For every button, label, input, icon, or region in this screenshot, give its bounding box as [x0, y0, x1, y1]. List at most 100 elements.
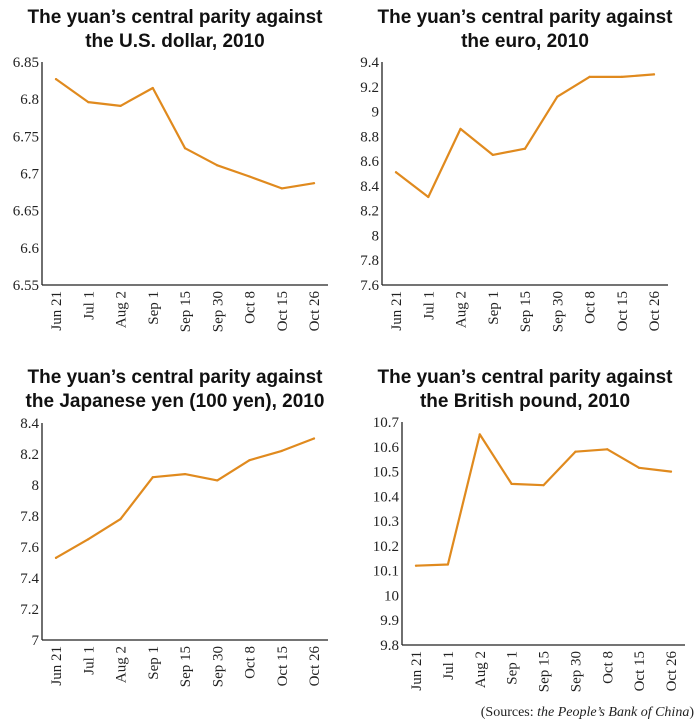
data-point	[491, 153, 494, 157]
y-tick-label: 6.75	[13, 129, 39, 145]
data-point	[248, 175, 251, 178]
x-tick-label: Sep 1	[486, 291, 502, 325]
x-tick-label: Jun 21	[389, 291, 405, 331]
data-point	[54, 556, 58, 559]
series-line	[414, 433, 673, 567]
data-point	[574, 450, 577, 453]
x-tick-label: Aug 2	[473, 651, 489, 688]
source-note: (Sources: the People’s Bank of China)	[481, 705, 694, 721]
data-point	[280, 449, 283, 452]
x-tick-label: Oct 8	[243, 291, 259, 324]
y-tick-label: 9	[372, 105, 380, 121]
x-tick-label: Aug 2	[114, 646, 130, 683]
data-point	[523, 147, 527, 150]
y-tick-label: 7.6	[360, 278, 379, 294]
data-point	[151, 476, 154, 479]
x-tick-label: Jul 1	[441, 651, 457, 680]
data-point	[459, 127, 462, 130]
data-point	[652, 73, 656, 76]
x-tick-label: Oct 26	[664, 651, 680, 692]
y-tick-label: 10.4	[373, 489, 400, 505]
series-line	[54, 437, 316, 559]
chart-title: The yuan’s central parity against the U.…	[0, 6, 350, 54]
y-tick-label: 10.7	[373, 415, 400, 431]
data-point	[87, 538, 90, 541]
data-point	[216, 164, 219, 167]
y-tick-label: 6.6	[20, 241, 39, 257]
data-point	[414, 564, 418, 567]
x-tick-label: Oct 8	[583, 291, 599, 324]
y-tick-label: 9.9	[380, 613, 399, 629]
x-tick-label: Oct 8	[600, 651, 616, 684]
y-tick-label: 10.3	[373, 514, 399, 530]
data-point	[510, 482, 513, 486]
y-tick-label: 10	[384, 588, 399, 604]
chart-title-line-1: The yuan’s central parity against	[377, 367, 673, 388]
data-point	[638, 466, 641, 469]
chart-plot: 9.8 9.9 10 10.1 10.2 10.3 10.4 10.5 10.6 10.7 Jun …	[373, 415, 685, 692]
x-tick-label: Sep 30	[210, 291, 226, 332]
data-point	[427, 195, 430, 199]
chart-title-line-2: the euro, 2010	[461, 31, 589, 52]
chart-plot: 6.55 6.6 6.65 6.7 6.75 6.8 6.85 Jun 21 Jul 1 Aug …	[13, 55, 328, 332]
chart-title-line-2: the British pound, 2010	[419, 391, 631, 412]
x-tick-label: Jun 21	[409, 651, 425, 691]
series-line	[394, 73, 656, 199]
y-tick-label: 7.8	[360, 253, 379, 269]
x-tick-label: Oct 15	[275, 646, 291, 686]
chart-panel-gbp: The yuan’s central parity against the Br…	[350, 362, 700, 702]
data-point	[280, 187, 283, 190]
y-tick-label: 6.65	[13, 204, 39, 220]
y-tick-label: 7.4	[20, 571, 39, 587]
y-tick-label: 9.4	[360, 55, 379, 71]
x-tick-label: Oct 15	[632, 651, 648, 691]
chart-title: The yuan’s central parity against the Br…	[350, 366, 700, 414]
x-tick-label: Jul 1	[81, 646, 97, 675]
data-point	[119, 518, 122, 521]
x-tick-label: Aug 2	[454, 291, 470, 328]
x-tick-label: Sep 1	[146, 291, 162, 325]
x-tick-label: Sep 15	[178, 646, 194, 687]
chart-title-line-1: The yuan’s central parity against	[27, 7, 323, 28]
chart-panel-yen: The yuan’s central parity against the Ja…	[0, 362, 350, 702]
y-tick-label: 6.7	[20, 167, 39, 183]
data-point	[620, 75, 623, 78]
x-tick-label: Oct 8	[243, 646, 259, 679]
chart-panel-euro: The yuan’s central parity against the eu…	[350, 0, 700, 355]
data-point	[588, 75, 591, 78]
source-name: the People’s Bank of China	[537, 705, 690, 720]
x-tick-label: Aug 2	[114, 291, 130, 328]
data-point	[394, 171, 398, 174]
y-tick-label: 8.8	[360, 129, 379, 145]
chart-plot: 7.6 7.8 8 8.2 8.4 8.6 8.8 9 9.2 9.4 Jun 21 Jul 1 Aug…	[360, 55, 668, 332]
data-point	[151, 86, 154, 90]
data-point	[183, 473, 187, 476]
data-point	[542, 484, 545, 487]
y-tick-label: 6.8	[20, 92, 39, 108]
y-tick-label: 10.5	[373, 465, 399, 481]
chart-title: The yuan’s central parity against the Ja…	[0, 366, 350, 414]
data-point	[669, 470, 673, 473]
y-tick-label: 7.2	[20, 602, 39, 618]
data-point	[183, 147, 187, 150]
data-point	[556, 95, 559, 98]
y-tick-label: 6.55	[13, 278, 39, 294]
y-tick-label: 10.6	[373, 440, 400, 456]
x-tick-label: Sep 1	[146, 646, 162, 680]
chart-title-line-1: The yuan’s central parity against	[377, 7, 673, 28]
y-tick-label: 8	[372, 228, 380, 244]
x-tick-label: Jul 1	[421, 291, 437, 320]
series-line	[54, 77, 316, 190]
y-tick-label: 7.6	[20, 540, 39, 556]
data-point	[312, 182, 316, 185]
y-tick-label: 8.2	[20, 447, 39, 463]
data-point	[248, 459, 251, 462]
x-tick-label: Jul 1	[81, 291, 97, 320]
y-tick-label: 6.85	[13, 55, 39, 71]
data-point	[312, 437, 316, 440]
y-tick-label: 7	[32, 633, 40, 649]
chart-title-line-2: the U.S. dollar, 2010	[85, 31, 265, 52]
source-suffix: )	[689, 705, 694, 720]
x-tick-label: Sep 15	[537, 651, 553, 692]
y-tick-label: 8	[32, 478, 40, 494]
